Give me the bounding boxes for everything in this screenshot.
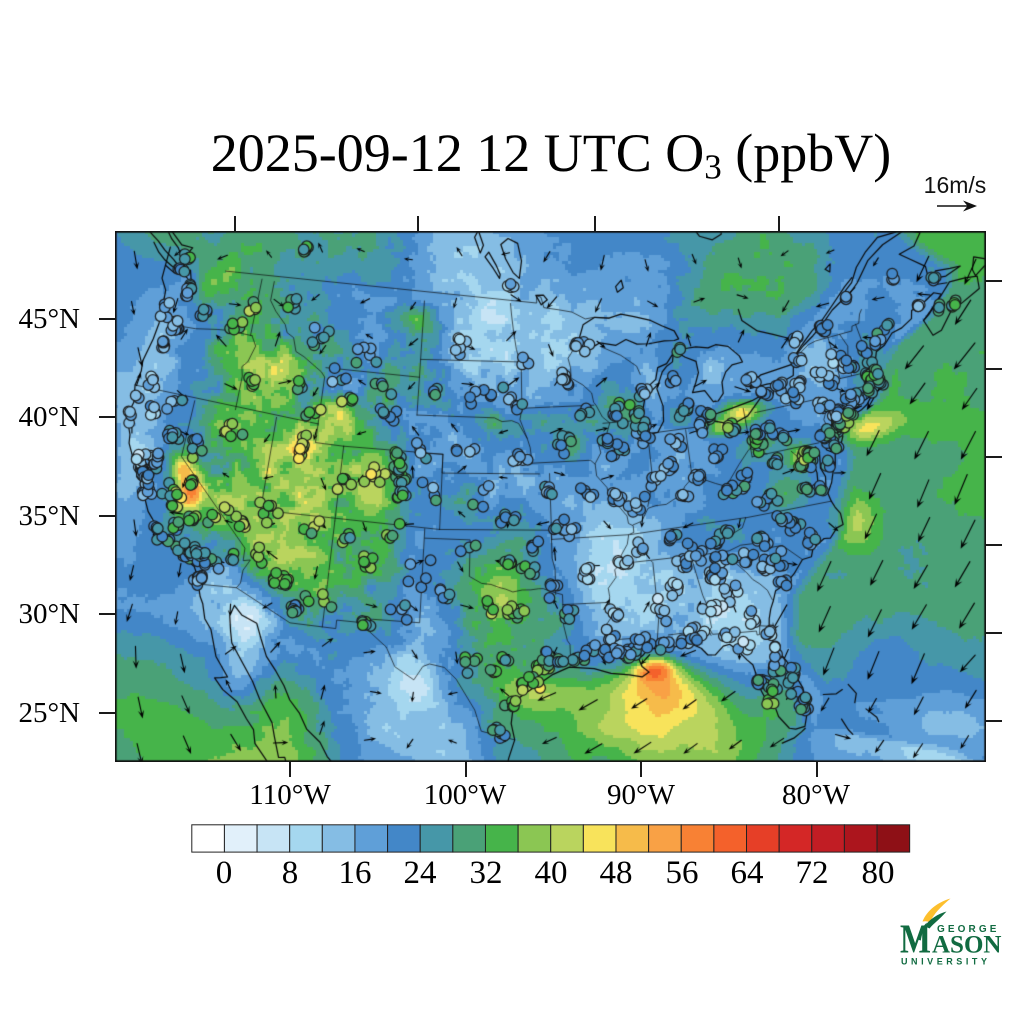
svg-text:M: M: [900, 917, 931, 962]
svg-text:GEORGE: GEORGE: [937, 924, 1000, 935]
svg-text:UNIVERSITY: UNIVERSITY: [901, 957, 991, 967]
svg-text:ASON: ASON: [932, 932, 1001, 959]
